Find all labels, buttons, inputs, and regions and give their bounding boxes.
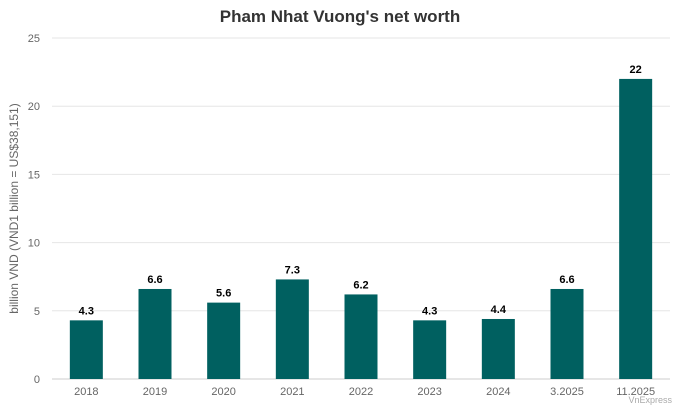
bar-2022 [344,294,378,379]
x-tick-label: 2022 [349,386,373,398]
x-tick-label: 2023 [417,386,441,398]
y-tick-label: 25 [28,33,40,45]
x-tick-label: 2020 [211,386,235,398]
bar-2019 [138,288,172,379]
bar-2021 [275,279,309,379]
labels: 0 5 10 15 20 25 4.3 2018 6.6 2019 5.6 2020 7.3 2021 6.… [7,33,655,398]
x-tick-label: 11.2025 [616,386,655,398]
x-tick-label: 2024 [486,386,510,398]
y-tick-label: 20 [28,101,40,113]
y-axis-title: billion VND (VND1 billion = US$38,151) [7,103,21,313]
x-tick-label: 2019 [143,386,167,398]
y-tick-label: 10 [28,238,40,250]
bars [69,78,653,380]
bar-2023 [413,320,447,379]
x-tick-label: 2018 [74,386,98,398]
data-label-3.2025: 6.6 [559,274,574,286]
data-label-2022: 6.2 [353,279,368,291]
y-tick-label: 15 [28,169,40,181]
data-label-2019: 6.6 [147,274,162,286]
bar-2018 [69,320,103,379]
x-tick-label: 2021 [280,386,304,398]
bar-2024 [481,318,515,379]
bar-11.2025 [619,78,653,380]
data-label-2024: 4.4 [491,304,507,316]
bar-3.2025 [550,288,584,379]
data-label-2023: 4.3 [422,305,437,317]
chart-title: Pham Nhat Vuong's net worth [219,7,461,26]
source-watermark: VnExpress [628,395,672,405]
data-label-2020: 5.6 [216,288,231,300]
data-label-2021: 7.3 [285,264,300,276]
x-tick-label: 3.2025 [550,386,584,398]
data-label-11.2025: 22 [630,64,642,76]
y-tick-label: 5 [34,306,40,318]
bar-2020 [207,302,241,379]
y-tick-label: 0 [34,374,40,386]
data-label-2018: 4.3 [79,305,94,317]
